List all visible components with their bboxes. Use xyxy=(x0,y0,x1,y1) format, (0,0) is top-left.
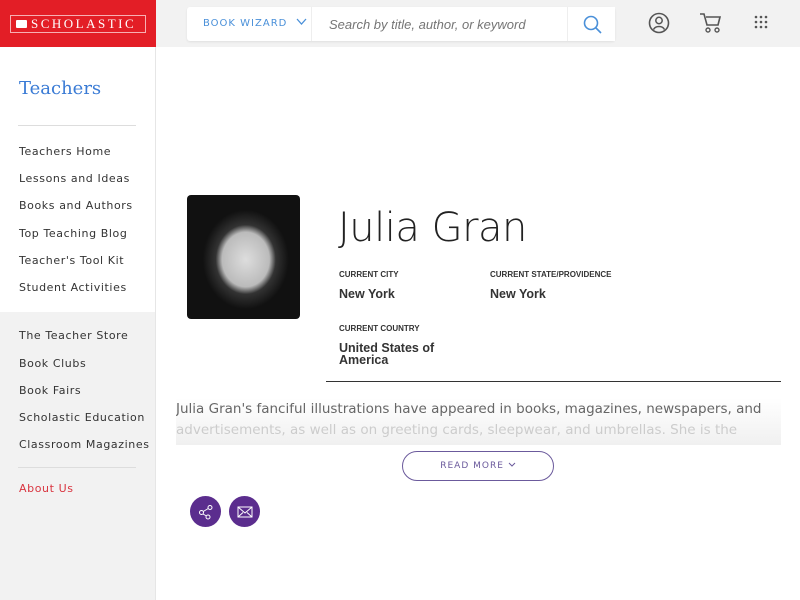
cart-icon[interactable] xyxy=(698,11,724,35)
country-value: United States of America xyxy=(339,341,435,367)
read-more-button[interactable]: READ MORE xyxy=(402,451,554,481)
chevron-down-icon xyxy=(296,18,307,25)
share-button[interactable] xyxy=(190,496,221,527)
search-input[interactable] xyxy=(313,7,567,41)
sidebar-title[interactable]: Teachers xyxy=(19,78,102,99)
share-icon xyxy=(198,504,212,519)
bio-line: Julia Gran's fanciful illustrations have… xyxy=(176,401,762,417)
author-photo xyxy=(187,195,300,319)
author-bio: Julia Gran's fanciful illustrations have… xyxy=(176,398,781,445)
city-value: New York xyxy=(339,287,395,301)
state-label: CURRENT STATE/PROVIDENCE xyxy=(490,270,612,279)
sidebar-item-student-activities[interactable]: Student Activities xyxy=(19,281,127,294)
logo-bar: SCHOLASTIC xyxy=(0,0,156,47)
sidebar-item-teacher-store[interactable]: The Teacher Store xyxy=(19,329,129,342)
sidebar-item-book-clubs[interactable]: Book Clubs xyxy=(19,357,87,370)
read-more-label: READ MORE xyxy=(440,461,504,471)
logo-text: SCHOLASTIC xyxy=(31,16,137,31)
sidebar-item-scholastic-education[interactable]: Scholastic Education xyxy=(19,411,145,424)
book-icon xyxy=(16,20,27,28)
sidebar-item-teachers-home[interactable]: Teachers Home xyxy=(19,145,112,158)
grid-menu-icon[interactable] xyxy=(754,15,770,31)
sidebar-secondary xyxy=(0,312,156,600)
divider xyxy=(18,125,136,126)
sidebar-item-books-authors[interactable]: Books and Authors xyxy=(19,199,133,212)
city-label: CURRENT CITY xyxy=(339,270,399,279)
sidebar-item-lessons[interactable]: Lessons and Ideas xyxy=(19,172,130,185)
search-button[interactable] xyxy=(567,7,615,41)
divider xyxy=(326,381,781,382)
divider xyxy=(18,467,136,468)
book-wizard-dropdown[interactable]: BOOK WIZARD xyxy=(187,7,312,41)
chevron-down-icon xyxy=(508,462,516,467)
sidebar-item-classroom-magazines[interactable]: Classroom Magazines xyxy=(19,438,150,451)
bio-line: advertisements, as well as on greeting c… xyxy=(176,422,738,438)
search-bar: BOOK WIZARD xyxy=(187,7,615,41)
country-label: CURRENT COUNTRY xyxy=(339,324,420,333)
sidebar-item-blog[interactable]: Top Teaching Blog xyxy=(19,227,128,240)
scholastic-logo[interactable]: SCHOLASTIC xyxy=(10,15,146,33)
sidebar-item-tool-kit[interactable]: Teacher's Tool Kit xyxy=(19,254,125,267)
search-icon xyxy=(583,15,602,34)
book-wizard-label: BOOK WIZARD xyxy=(203,18,288,29)
author-name: Julia Gran xyxy=(338,205,527,251)
email-button[interactable] xyxy=(229,496,260,527)
email-icon xyxy=(237,506,252,517)
state-value: New York xyxy=(490,287,546,301)
sidebar-item-book-fairs[interactable]: Book Fairs xyxy=(19,384,82,397)
sidebar-item-about-us[interactable]: About Us xyxy=(19,482,74,495)
user-icon[interactable] xyxy=(647,11,671,35)
